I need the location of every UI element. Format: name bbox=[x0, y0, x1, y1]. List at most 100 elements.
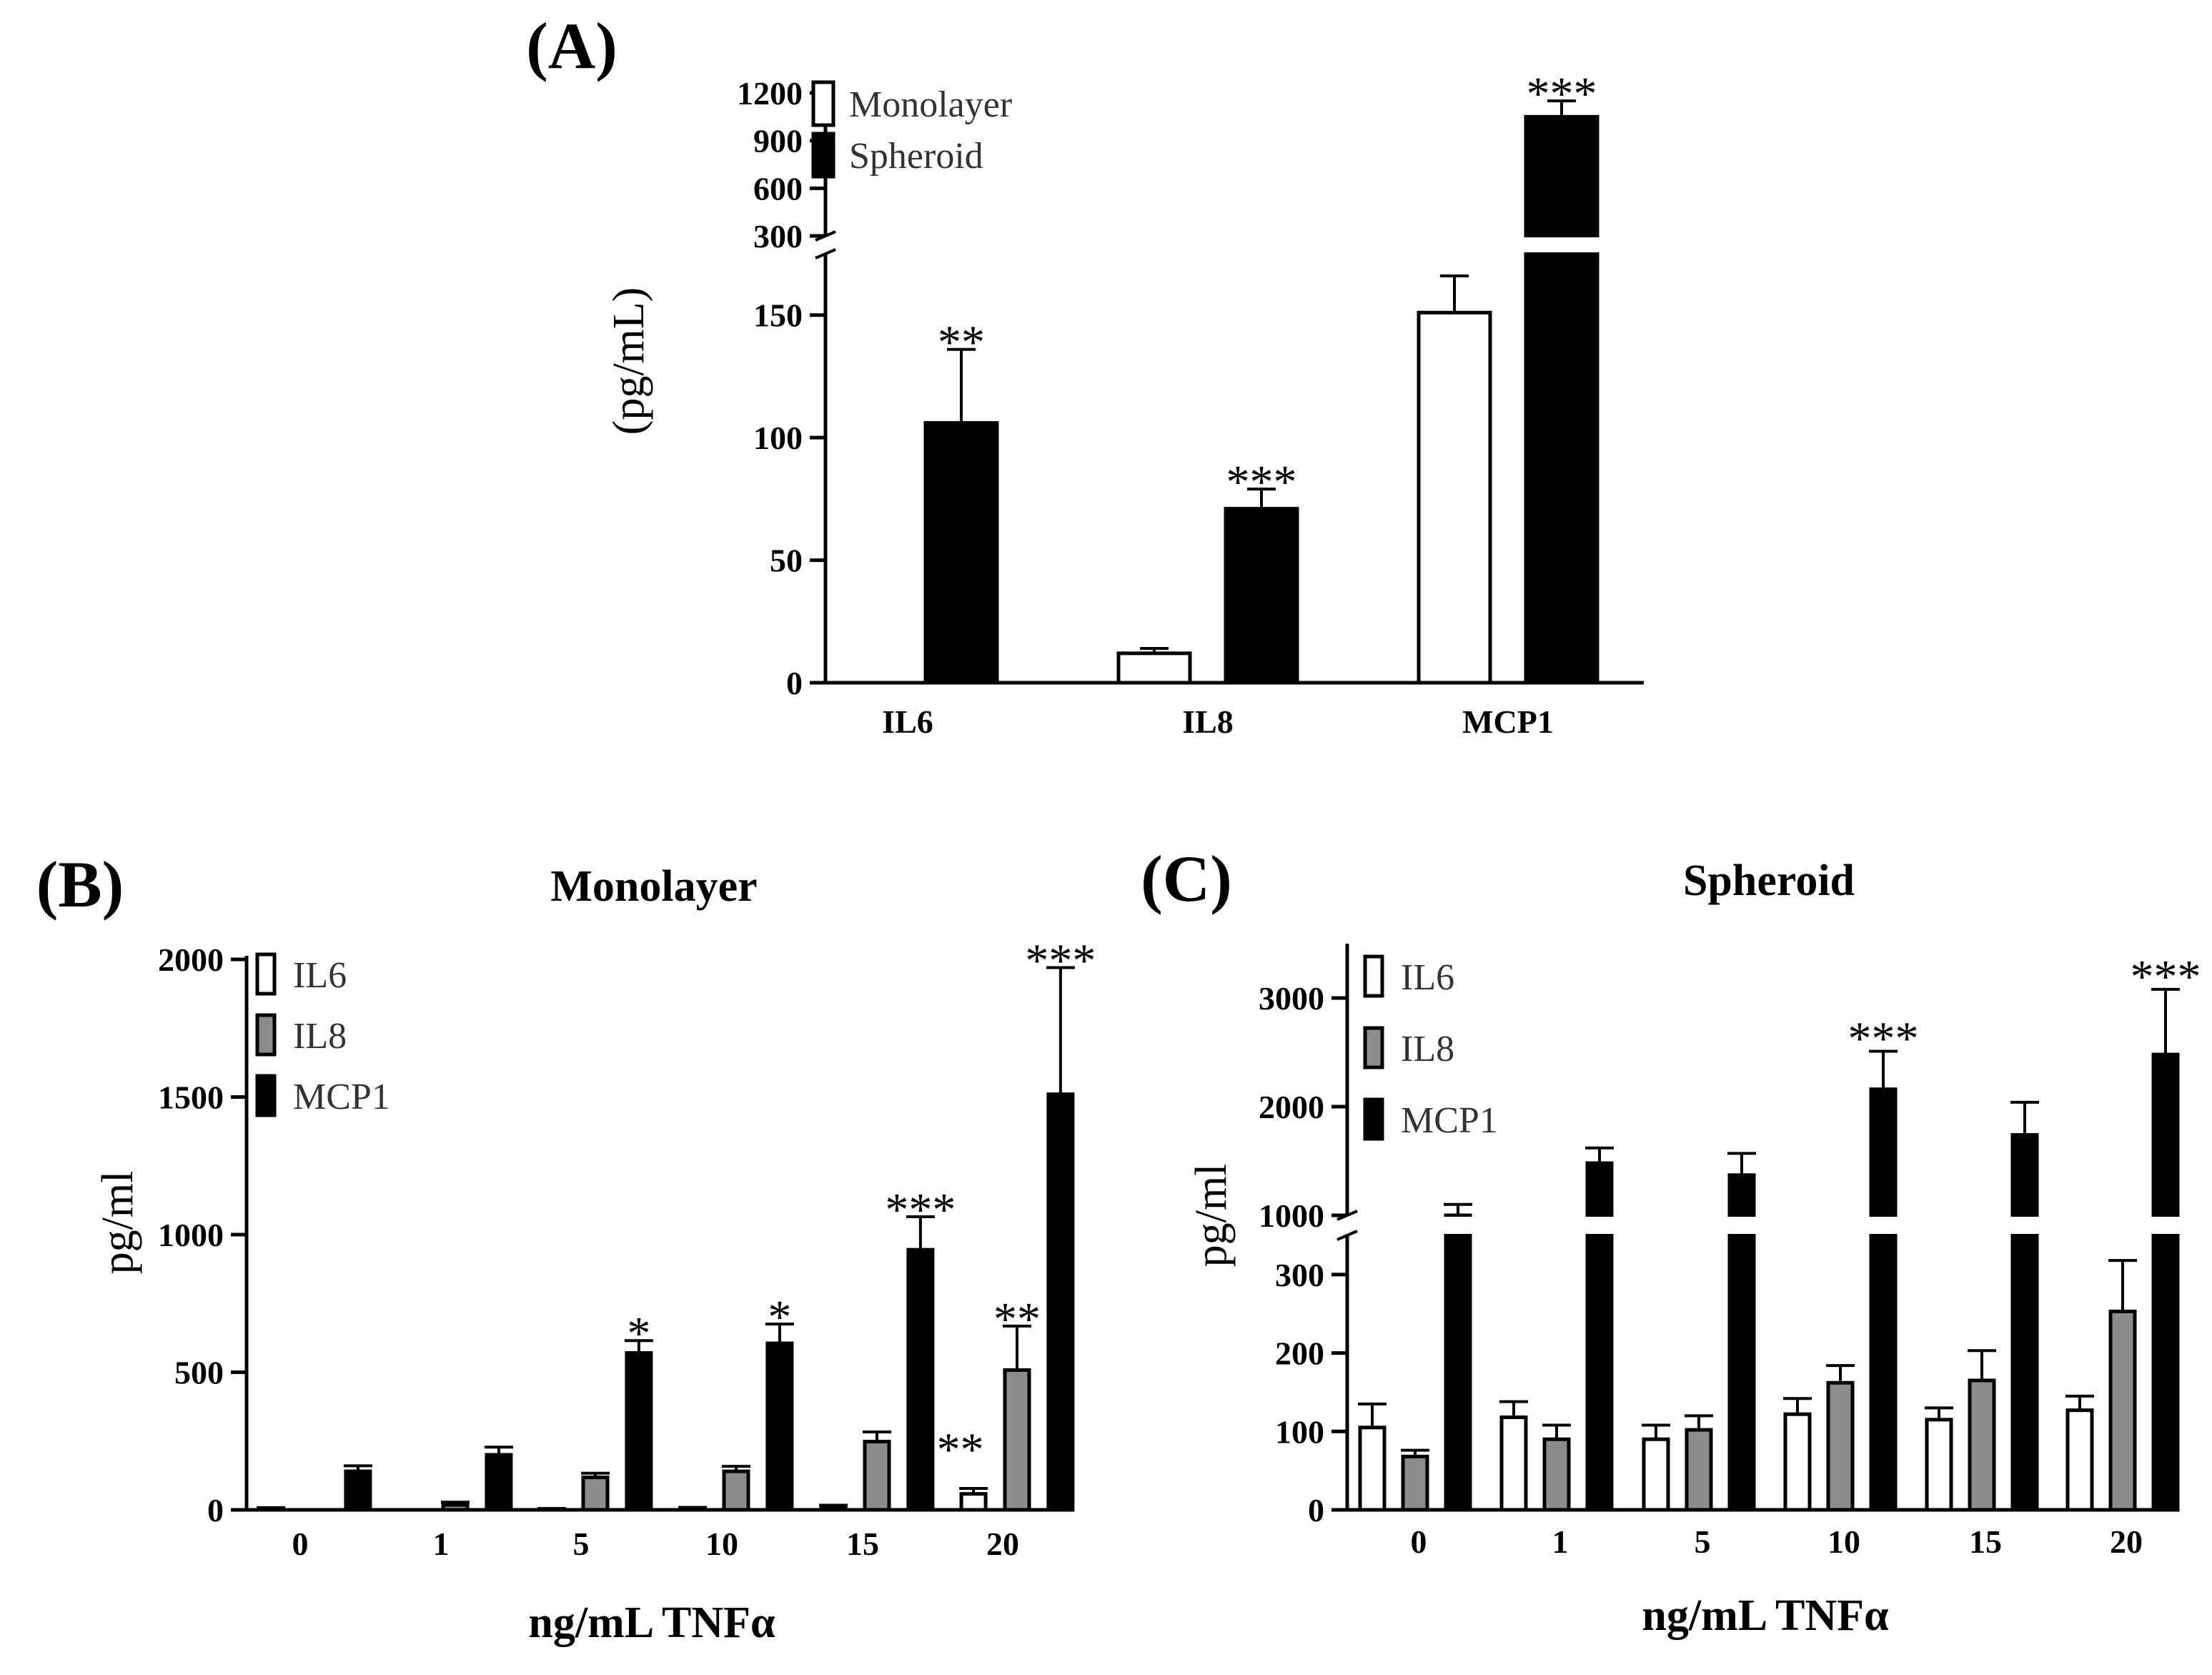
bar-il6-20 bbox=[2065, 1408, 2094, 1512]
bar-mcp1-1 bbox=[1585, 1161, 1614, 1512]
bar-il6-10 bbox=[1783, 1412, 1812, 1512]
legend-swatch-il6 bbox=[1363, 954, 1384, 998]
bar-il8-10 bbox=[722, 1469, 750, 1512]
bar-il8-15 bbox=[1968, 1378, 1996, 1512]
legend-swatch-spheroid bbox=[811, 132, 835, 179]
y-tick-label: 0 bbox=[207, 1492, 224, 1528]
panel-label-b: (B) bbox=[36, 848, 124, 921]
bar-il8-15 bbox=[863, 1440, 891, 1512]
x-tick-label: IL8 bbox=[1182, 703, 1234, 740]
y-tick-label: 600 bbox=[753, 170, 803, 207]
significance-marker: *** bbox=[1226, 456, 1297, 508]
bar-mcp1-15 bbox=[906, 1247, 935, 1512]
significance-marker: *** bbox=[1848, 1012, 1919, 1064]
axis-break-mark bbox=[815, 248, 836, 260]
bar-mcp1-10 bbox=[1869, 1087, 1898, 1512]
legend-label-mcp1: MCP1 bbox=[293, 1077, 390, 1117]
legend-label-mcp1: MCP1 bbox=[1401, 1100, 1498, 1141]
bar-break-gap bbox=[1867, 1217, 1900, 1234]
bar-il6-5 bbox=[1642, 1437, 1670, 1512]
legend-swatch-monolayer bbox=[811, 80, 835, 127]
y-axis-label: pg/ml bbox=[1187, 1164, 1236, 1268]
y-tick-label: 2000 bbox=[1259, 1089, 1324, 1125]
y-tick-label: 500 bbox=[174, 1355, 224, 1391]
x-tick-label: 1 bbox=[1552, 1523, 1569, 1560]
bar-il6-20 bbox=[959, 1492, 988, 1512]
bar-mcp1-20 bbox=[2151, 1052, 2180, 1512]
y-tick-label: 150 bbox=[753, 297, 803, 334]
bar-il8-1 bbox=[441, 1503, 470, 1512]
bar-il6-0 bbox=[1358, 1426, 1387, 1512]
legend-swatch-mcp1 bbox=[255, 1074, 277, 1117]
y-tick-label: 0 bbox=[786, 665, 803, 701]
panel-label-c: (C) bbox=[1141, 842, 1232, 915]
bar-mcp1-5 bbox=[625, 1351, 653, 1512]
bar-break-gap bbox=[1442, 1217, 1474, 1234]
bar-break-gap bbox=[1522, 237, 1602, 252]
bar-break-gap bbox=[2149, 1217, 2182, 1234]
bar-il8-1 bbox=[1542, 1437, 1571, 1512]
x-tick-label: 20 bbox=[986, 1526, 1019, 1562]
legend-label-il8: IL8 bbox=[1401, 1029, 1454, 1069]
x-tick-label: 0 bbox=[1411, 1523, 1427, 1560]
x-tick-label: 10 bbox=[1827, 1523, 1860, 1560]
bar-break-gap bbox=[1725, 1217, 1758, 1234]
significance-marker: * bbox=[768, 1291, 791, 1343]
x-tick-label: 5 bbox=[1695, 1523, 1711, 1560]
y-tick-label: 200 bbox=[1275, 1335, 1324, 1372]
bar-il8-5 bbox=[1685, 1428, 1713, 1512]
bar-mcp1-15 bbox=[2010, 1133, 2039, 1512]
x-axis-label: ng/mL TNFα bbox=[1642, 1591, 1888, 1640]
bar-monolayer-mcp1 bbox=[1417, 310, 1492, 685]
legend-swatch-il8 bbox=[1363, 1026, 1384, 1069]
y-tick-label: 0 bbox=[1308, 1492, 1324, 1528]
y-axis-label: (pg/mL) bbox=[605, 287, 653, 435]
x-tick-label: 10 bbox=[705, 1526, 738, 1562]
y-tick-label: 1500 bbox=[158, 1079, 224, 1116]
significance-marker: ** bbox=[993, 1293, 1041, 1345]
bar-spheroid-mcp1 bbox=[1524, 114, 1600, 685]
y-tick-label: 300 bbox=[753, 218, 803, 255]
significance-marker: *** bbox=[913, 1424, 984, 1476]
y-tick-label: 2000 bbox=[158, 942, 224, 978]
panel-label-a: (A) bbox=[526, 9, 618, 82]
y-tick-label: 50 bbox=[770, 543, 803, 579]
x-tick-label: 15 bbox=[846, 1526, 879, 1562]
bar-mcp1-0 bbox=[344, 1469, 372, 1512]
significance-marker: *** bbox=[2131, 951, 2201, 1003]
y-tick-label: 1000 bbox=[158, 1217, 224, 1253]
x-axis-label: ng/mL TNFα bbox=[528, 1599, 775, 1647]
y-tick-label: 1200 bbox=[737, 75, 803, 112]
legend-label-monolayer: Monolayer bbox=[849, 84, 1012, 125]
chart-title-spheroid: Spheroid bbox=[1683, 856, 1855, 905]
x-tick-label: 20 bbox=[2110, 1523, 2143, 1560]
bar-break-gap bbox=[1583, 1217, 1616, 1234]
bar-il8-5 bbox=[581, 1476, 610, 1512]
y-tick-label: 1000 bbox=[1259, 1197, 1324, 1234]
x-tick-label: 5 bbox=[573, 1526, 590, 1562]
y-tick-label: 900 bbox=[753, 123, 803, 159]
x-tick-label: IL6 bbox=[882, 703, 933, 740]
bar-mcp1-20 bbox=[1046, 1092, 1075, 1512]
bar-break-gap bbox=[2008, 1217, 2041, 1234]
legend-swatch-mcp1 bbox=[1363, 1097, 1384, 1141]
legend-label-il6: IL6 bbox=[293, 955, 347, 996]
legend-label-il6: IL6 bbox=[1401, 957, 1454, 998]
bar-il8-20 bbox=[2108, 1309, 2137, 1512]
bar-monolayer-il8 bbox=[1116, 651, 1192, 685]
bar-spheroid-il8 bbox=[1224, 507, 1299, 685]
significance-marker: *** bbox=[1025, 935, 1096, 987]
y-tick-label: 3000 bbox=[1259, 980, 1324, 1017]
significance-marker: *** bbox=[885, 1184, 956, 1236]
bar-il6-15 bbox=[1925, 1418, 1953, 1512]
chart-title-monolayer: Monolayer bbox=[550, 862, 757, 911]
bar-mcp1-0 bbox=[1444, 1213, 1472, 1512]
y-axis-label: pg/ml bbox=[94, 1171, 142, 1275]
x-tick-label: 1 bbox=[433, 1526, 450, 1562]
bar-mcp1-10 bbox=[765, 1341, 794, 1512]
bar-il8-0 bbox=[1401, 1454, 1429, 1512]
bar-il6-15 bbox=[819, 1504, 848, 1512]
bar-spheroid-il6 bbox=[923, 421, 999, 685]
y-tick-label: 100 bbox=[753, 420, 803, 456]
